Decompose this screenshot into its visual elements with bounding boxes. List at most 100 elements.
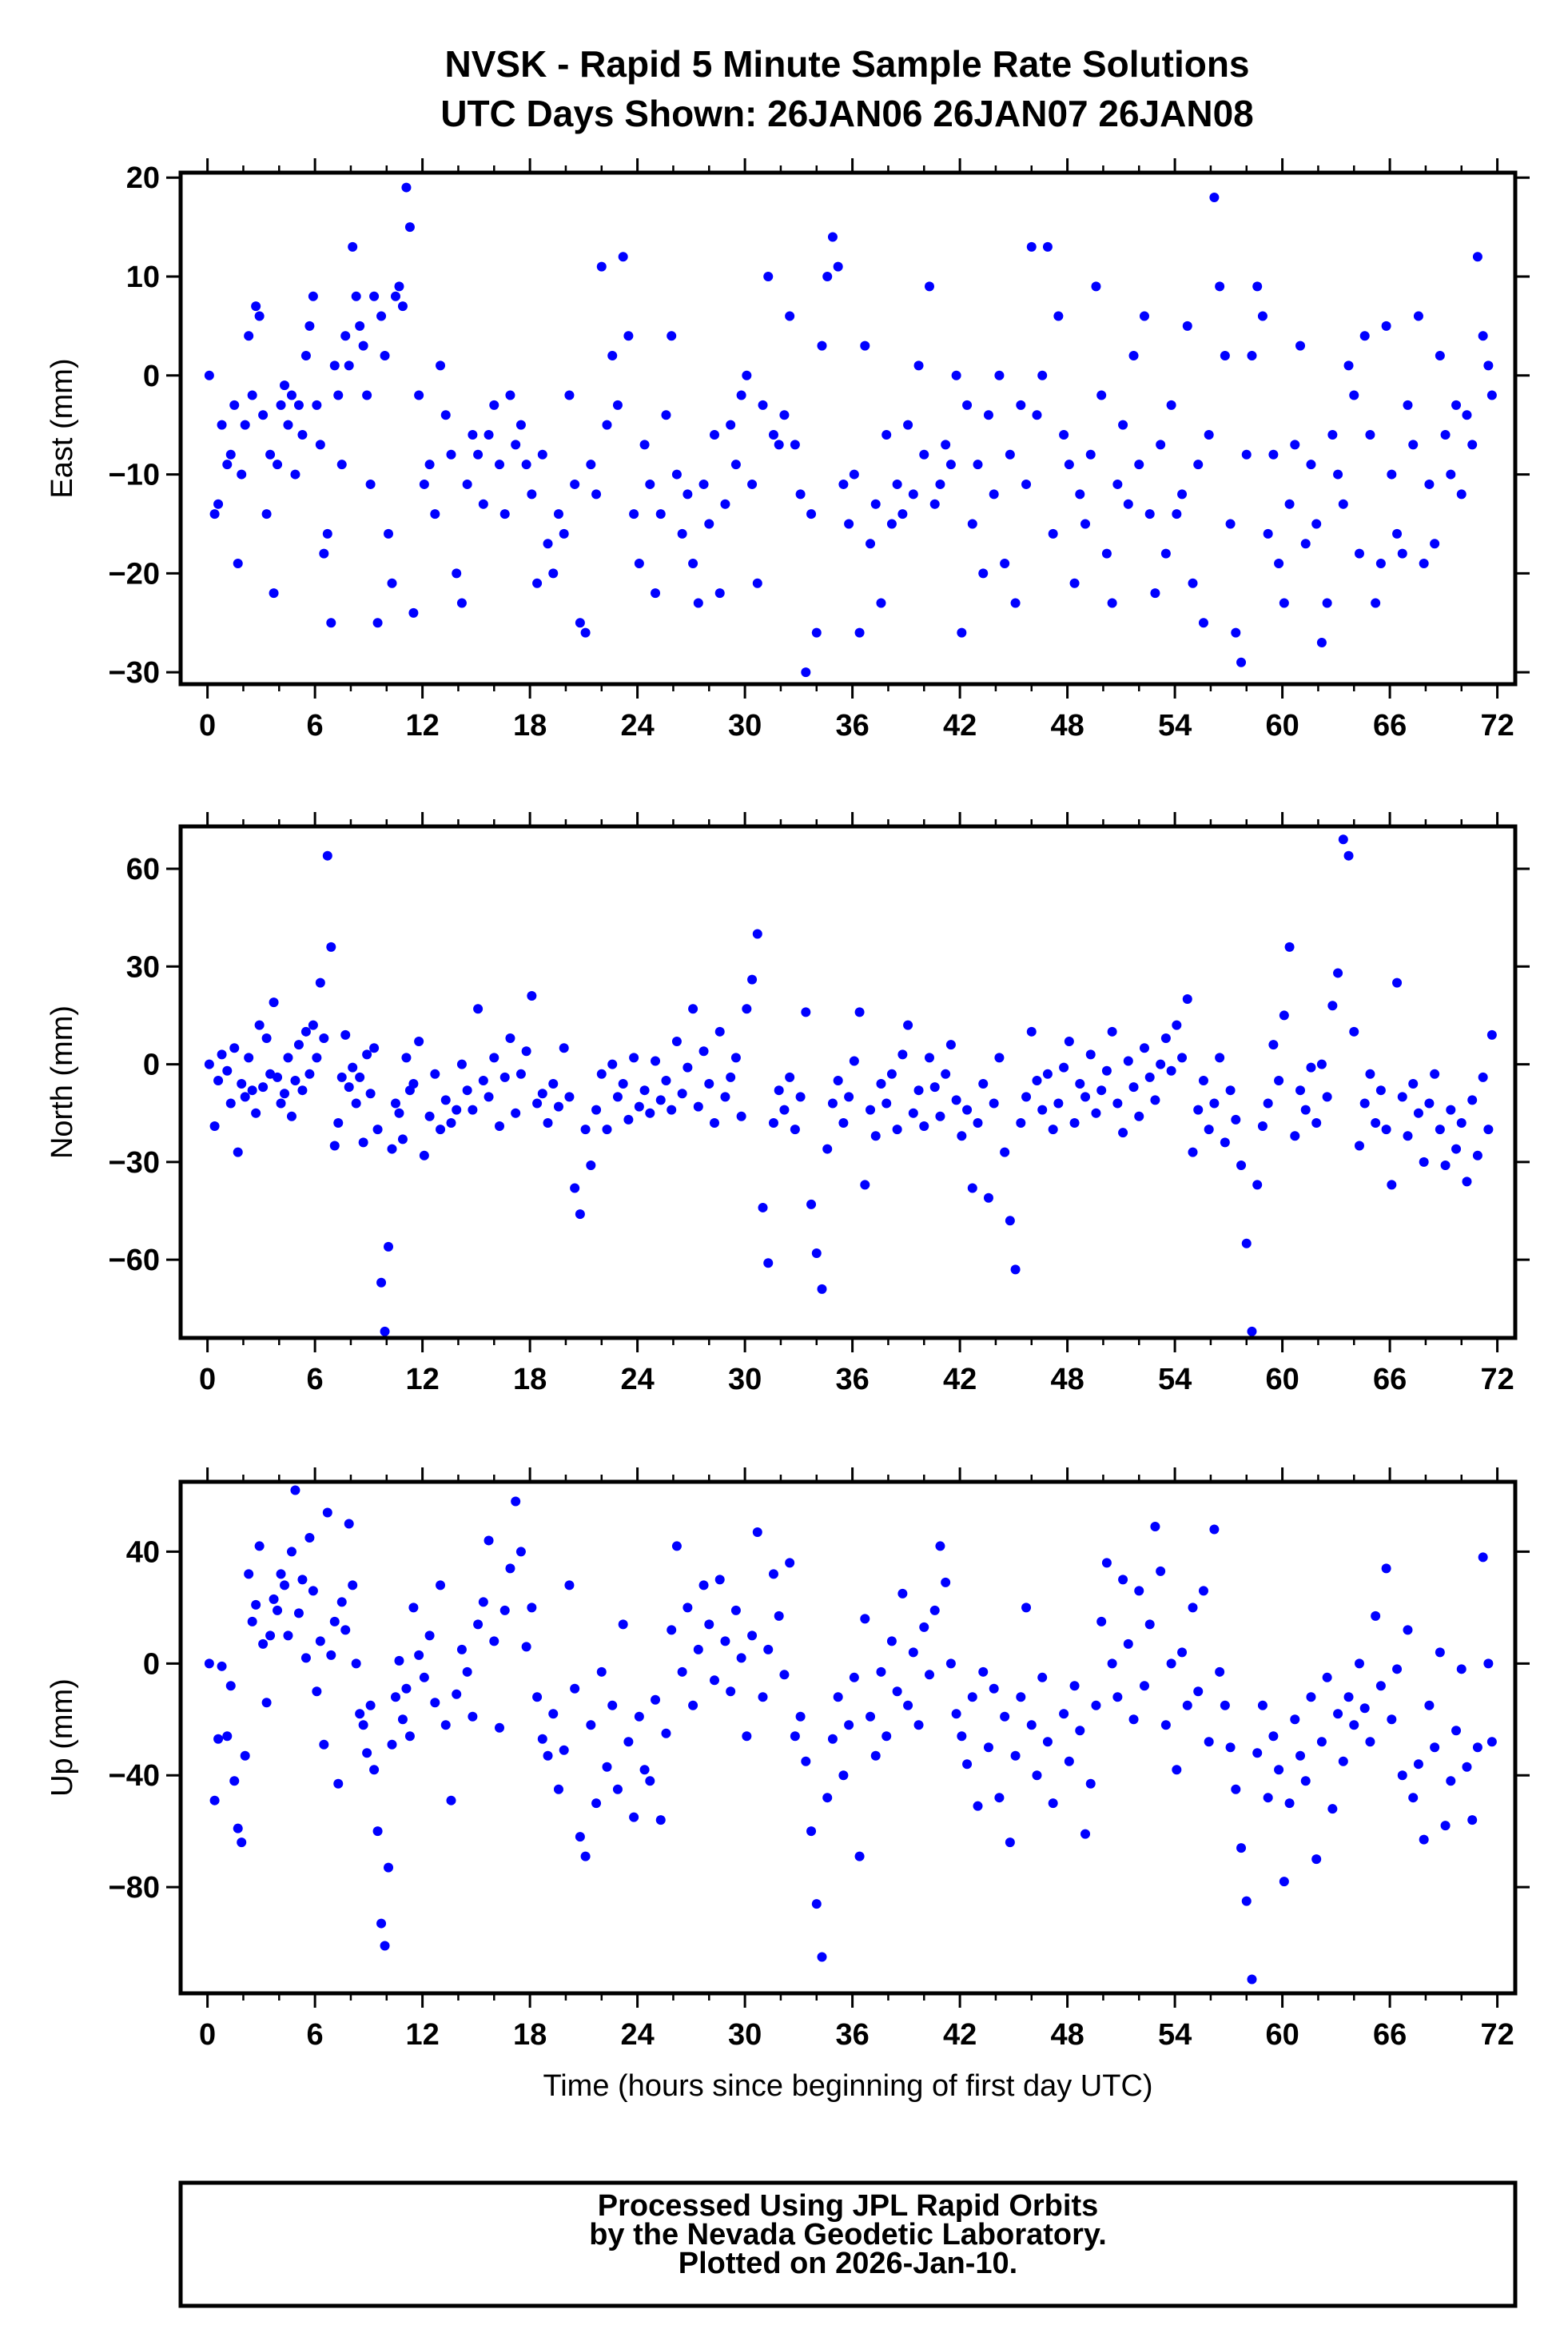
data-point <box>1123 499 1133 509</box>
x-tick-label: 30 <box>728 2018 762 2052</box>
data-point <box>424 460 435 470</box>
data-point <box>527 489 537 500</box>
data-point <box>1252 1748 1263 1758</box>
data-point <box>726 420 736 430</box>
data-point <box>908 489 918 500</box>
x-tick-label: 6 <box>307 709 324 743</box>
data-point <box>440 1720 451 1730</box>
data-point <box>358 1137 368 1148</box>
data-point <box>736 390 746 400</box>
data-point <box>967 519 977 529</box>
data-point <box>618 1619 628 1630</box>
data-point <box>204 1658 214 1669</box>
data-point <box>866 539 876 549</box>
data-point <box>919 1121 929 1132</box>
data-point <box>989 1098 999 1109</box>
data-point <box>322 850 332 861</box>
data-point <box>322 528 332 539</box>
data-point <box>1375 1085 1386 1096</box>
data-point <box>714 588 725 599</box>
data-point <box>774 440 784 450</box>
data-point <box>1413 1108 1423 1118</box>
data-point <box>870 499 881 509</box>
data-point <box>908 1108 918 1118</box>
data-point <box>336 1597 347 1607</box>
panel-3: 0 6 12 18 24 30 36 42 48 54 60 66 72 40 0 −40 −80 Up (mm)… <box>46 1467 1530 2103</box>
data-point <box>849 1672 859 1682</box>
data-point <box>1387 1714 1397 1725</box>
data-point <box>204 1059 214 1069</box>
data-point <box>1338 834 1348 845</box>
data-point <box>596 261 607 272</box>
y-tick-label: 40 <box>126 1535 160 1569</box>
data-point <box>424 1630 435 1641</box>
data-point <box>1182 1700 1192 1710</box>
data-point <box>639 440 650 450</box>
data-point <box>222 460 233 470</box>
data-point <box>312 1686 322 1697</box>
data-point <box>1037 1105 1048 1115</box>
data-point <box>322 1507 332 1518</box>
data-point <box>655 1095 666 1105</box>
data-point <box>710 1675 719 1686</box>
data-point <box>1128 1082 1139 1093</box>
data-point <box>204 370 214 380</box>
data-point <box>827 1734 838 1744</box>
data-point <box>1306 1062 1316 1073</box>
data-point <box>677 1089 687 1099</box>
data-point <box>484 430 494 440</box>
data-point <box>618 1079 628 1089</box>
data-point <box>730 1053 741 1063</box>
data-point <box>1209 1524 1220 1535</box>
data-point <box>1300 1776 1311 1786</box>
data-point <box>1101 1065 1112 1076</box>
data-point <box>404 222 415 233</box>
data-point <box>1069 578 1080 588</box>
data-point <box>1483 1658 1494 1669</box>
data-point <box>667 331 677 341</box>
data-point <box>1193 460 1204 470</box>
data-point <box>1435 1125 1445 1135</box>
data-point <box>983 1192 993 1203</box>
data-point <box>1042 241 1053 252</box>
data-point <box>505 1563 515 1574</box>
data-point <box>1472 252 1482 262</box>
data-point <box>586 1720 596 1730</box>
data-point <box>817 1284 827 1294</box>
data-point <box>1107 1026 1117 1037</box>
data-point <box>376 1918 387 1929</box>
data-point <box>564 1092 575 1102</box>
data-point <box>564 390 575 400</box>
x-tick-label: 0 <box>199 1363 216 1396</box>
data-point <box>876 1666 886 1677</box>
data-point <box>1096 390 1107 400</box>
data-point <box>645 1776 655 1786</box>
data-point <box>297 1085 308 1096</box>
data-point <box>607 1059 618 1069</box>
data-point <box>355 1709 365 1719</box>
data-point <box>1467 440 1478 450</box>
data-point <box>209 1795 220 1806</box>
data-point <box>387 1144 397 1154</box>
data-point <box>489 400 499 410</box>
data-point <box>369 1765 380 1775</box>
data-point <box>1483 360 1494 371</box>
data-point <box>419 479 429 489</box>
data-point <box>623 1737 634 1747</box>
data-point <box>1085 449 1096 460</box>
data-point <box>688 1004 698 1014</box>
data-point <box>456 1644 467 1654</box>
data-point <box>348 1062 358 1073</box>
data-point <box>269 997 279 1008</box>
data-point <box>336 460 347 470</box>
data-point <box>1150 1095 1160 1105</box>
data-point <box>1467 1095 1478 1105</box>
data-point <box>806 509 817 520</box>
data-point <box>580 627 591 638</box>
data-point <box>1198 1586 1208 1596</box>
data-point <box>462 479 472 489</box>
data-point <box>720 499 730 509</box>
data-point <box>1156 440 1166 450</box>
data-point <box>1101 548 1112 559</box>
